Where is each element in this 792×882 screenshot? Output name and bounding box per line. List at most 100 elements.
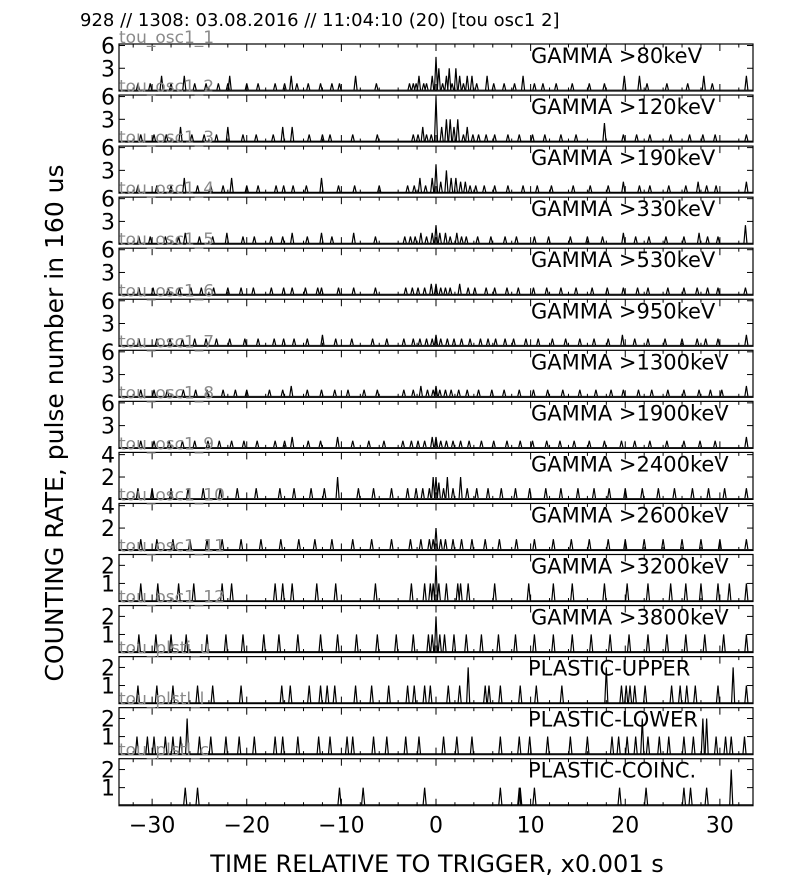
count-spike bbox=[240, 134, 246, 142]
count-spike bbox=[620, 334, 625, 346]
count-spike bbox=[458, 476, 463, 499]
count-spike bbox=[695, 338, 700, 346]
count-spike bbox=[573, 287, 579, 295]
count-spike bbox=[345, 389, 351, 397]
count-spike bbox=[178, 736, 183, 754]
count-spike bbox=[469, 75, 475, 91]
y-tick-label: 6 bbox=[101, 188, 115, 213]
y-tick-label: 3 bbox=[101, 159, 115, 184]
count-spike bbox=[400, 440, 405, 448]
count-spike bbox=[201, 488, 206, 499]
count-spike bbox=[626, 634, 632, 652]
count-spike bbox=[619, 685, 624, 703]
count-spike bbox=[491, 83, 496, 91]
panel: 12 GAMMA >3800keV tou_osc1_12 bbox=[101, 588, 754, 654]
y-tick-label: 3 bbox=[101, 415, 115, 440]
count-spike bbox=[138, 583, 143, 601]
source-tag: tou_osc1_12 bbox=[119, 588, 225, 608]
count-spike bbox=[386, 685, 391, 703]
count-spike bbox=[453, 68, 458, 91]
count-spike bbox=[154, 685, 159, 703]
count-spike bbox=[442, 634, 447, 652]
count-spike bbox=[715, 287, 721, 295]
count-spike bbox=[514, 539, 519, 550]
y-tick-label: 2 bbox=[101, 707, 115, 732]
count-spike bbox=[729, 769, 734, 805]
count-spike bbox=[527, 736, 532, 754]
count-spike bbox=[447, 68, 452, 91]
count-spike bbox=[415, 287, 421, 295]
count-spike bbox=[715, 583, 721, 601]
count-spike bbox=[465, 488, 470, 499]
count-spike bbox=[696, 389, 702, 397]
count-spike bbox=[258, 539, 264, 550]
count-spike bbox=[570, 634, 575, 652]
count-spike bbox=[633, 736, 638, 754]
count-spike bbox=[193, 389, 198, 397]
count-spike bbox=[451, 338, 457, 346]
count-spike bbox=[505, 134, 511, 142]
count-spike bbox=[384, 338, 389, 346]
count-spike bbox=[436, 583, 441, 601]
panel-label: GAMMA >3200keV bbox=[531, 555, 729, 579]
count-spike bbox=[492, 287, 497, 295]
count-spike bbox=[742, 736, 747, 754]
count-spike bbox=[280, 736, 285, 754]
count-spike bbox=[656, 488, 661, 499]
count-spike bbox=[602, 123, 607, 142]
count-spike bbox=[640, 488, 645, 499]
count-spike bbox=[744, 583, 749, 601]
count-spike bbox=[241, 440, 247, 448]
count-spike bbox=[602, 583, 607, 601]
count-spike bbox=[558, 134, 564, 142]
count-spike bbox=[374, 83, 379, 91]
y-tick-label: 1 bbox=[101, 777, 115, 802]
source-tag: tou_plstl_c bbox=[119, 741, 209, 761]
y-tick-label: 1 bbox=[101, 623, 115, 648]
count-spike bbox=[470, 134, 476, 142]
count-spike bbox=[492, 134, 497, 142]
count-spike bbox=[621, 389, 626, 397]
count-spike bbox=[535, 185, 540, 193]
count-spike bbox=[457, 685, 462, 703]
count-spike bbox=[438, 181, 443, 193]
count-spike bbox=[223, 736, 229, 754]
count-spike bbox=[678, 685, 683, 703]
count-spike bbox=[408, 539, 413, 550]
count-spike bbox=[280, 389, 285, 397]
panel-label: GAMMA >2400keV bbox=[531, 452, 729, 476]
count-spike bbox=[356, 488, 361, 499]
count-spike bbox=[444, 170, 449, 193]
count-spike bbox=[278, 539, 283, 550]
count-spike bbox=[282, 440, 287, 448]
count-spike bbox=[444, 440, 449, 448]
count-spike bbox=[450, 440, 456, 448]
count-spike bbox=[411, 134, 416, 142]
count-spike bbox=[433, 334, 439, 346]
count-spike bbox=[440, 83, 445, 91]
count-spike bbox=[291, 338, 297, 346]
count-spike bbox=[476, 389, 481, 397]
count-spike bbox=[164, 134, 169, 142]
y-tick-label: 1 bbox=[101, 726, 115, 751]
count-spike bbox=[136, 338, 141, 346]
source-tag: tou_osc1_9 bbox=[119, 434, 214, 454]
count-spike bbox=[575, 488, 581, 499]
count-spike bbox=[319, 389, 324, 397]
y-tick-label: 2 bbox=[101, 554, 115, 579]
count-spike bbox=[502, 389, 507, 397]
count-spike bbox=[543, 488, 548, 499]
count-spike bbox=[335, 436, 340, 448]
count-spike bbox=[424, 338, 429, 346]
count-spike bbox=[459, 539, 464, 550]
count-spike bbox=[279, 685, 284, 703]
x-tick-label: 10 bbox=[517, 814, 545, 839]
count-spike bbox=[429, 283, 434, 295]
source-tag: tou_osc1_5 bbox=[119, 230, 214, 250]
count-spike bbox=[688, 787, 693, 805]
count-spike bbox=[412, 685, 417, 703]
count-spike bbox=[218, 488, 223, 499]
count-spike bbox=[443, 232, 448, 244]
count-spike bbox=[449, 83, 455, 91]
count-spike bbox=[472, 287, 477, 295]
